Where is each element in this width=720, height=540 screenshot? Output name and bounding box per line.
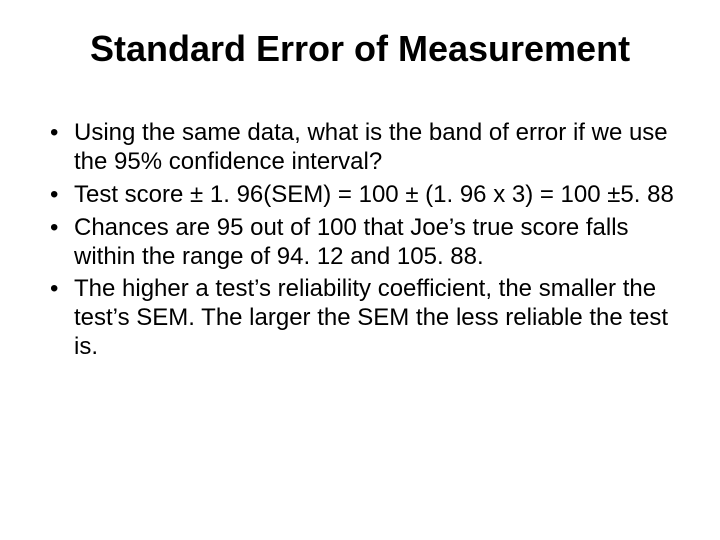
slide-title: Standard Error of Measurement <box>30 28 690 69</box>
bullet-list: Using the same data, what is the band of… <box>30 119 690 361</box>
list-item: The higher a test’s reliability coeffici… <box>40 275 680 361</box>
list-item: Test score ± 1. 96(SEM) = 100 ± (1. 96 x… <box>40 181 680 210</box>
list-item: Using the same data, what is the band of… <box>40 119 680 177</box>
list-item: Chances are 95 out of 100 that Joe’s tru… <box>40 214 680 272</box>
slide: Standard Error of Measurement Using the … <box>0 0 720 540</box>
